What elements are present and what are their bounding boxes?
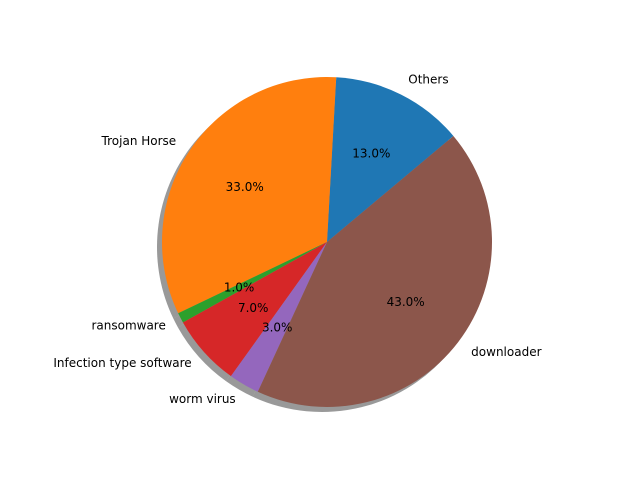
slice-downloader (257, 135, 492, 407)
pct-label-infection-type-software: 7.0% (238, 301, 269, 315)
pct-label-others: 13.0% (352, 146, 390, 160)
slice-infection-type-software (182, 242, 327, 377)
category-label-trojan-horse: Trojan Horse (101, 134, 177, 148)
pct-label-ransomware: 1.0% (224, 281, 255, 295)
pct-label-trojan-horse: 33.0% (226, 180, 264, 194)
category-label-downloader: downloader (471, 345, 541, 359)
category-label-worm-virus: worm virus (169, 392, 236, 406)
category-label-ransomware: ransomware (91, 319, 165, 333)
slice-others (327, 77, 454, 243)
slice-worm-virus (230, 242, 327, 392)
pct-label-worm-virus: 3.0% (262, 321, 293, 335)
pie-labels: 13.0% Others 33.0% Trojan Horse 1.0% ransomwa… (53, 73, 541, 406)
pct-label-downloader: 43.0% (387, 295, 425, 309)
slice-trojan-horse (161, 77, 337, 314)
pie-slices (161, 77, 492, 407)
category-label-infection-type-software: Infection type software (53, 356, 191, 370)
category-label-others: Others (408, 73, 448, 87)
slice-ransomware (178, 242, 327, 323)
